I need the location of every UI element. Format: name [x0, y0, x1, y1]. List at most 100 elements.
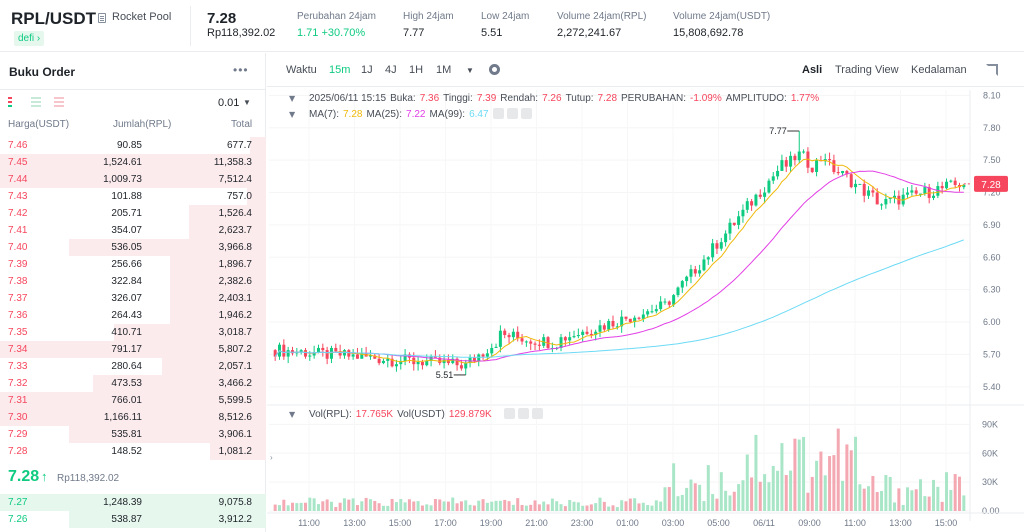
ask-row[interactable]: 7.43 101.88 757.0 [0, 188, 266, 205]
candle-body [433, 356, 437, 358]
ask-row[interactable]: 7.33 280.64 2,057.1 [0, 358, 266, 375]
vol-tick-label: 60K [982, 448, 998, 458]
volume-bar [789, 470, 793, 511]
category-tag[interactable]: defi › [14, 31, 45, 46]
ask-row[interactable]: 7.35 410.71 3,018.7 [0, 324, 266, 341]
view-depth[interactable]: Kedalaman [911, 64, 967, 76]
legend-toggle-icon [532, 408, 543, 419]
volume-bar [338, 502, 342, 511]
ask-row[interactable]: 7.36 264.43 1,946.2 [0, 307, 266, 324]
candle-body [689, 269, 693, 277]
ask-row[interactable]: 7.46 90.85 677.7 [0, 137, 266, 154]
volume-bar [399, 498, 403, 511]
legend-item: Buka: [390, 93, 416, 104]
candle-body [776, 170, 780, 177]
volume-bar [845, 444, 849, 511]
volume-bar [711, 494, 715, 511]
ask-row[interactable]: 7.32 473.53 3,466.2 [0, 375, 266, 392]
both-sides-view-icon[interactable] [8, 97, 18, 107]
bid-row[interactable]: 7.27 1,248.39 9,075.8 [0, 494, 266, 511]
volume-bar [364, 497, 368, 511]
more-icon[interactable]: ••• [233, 63, 249, 77]
candle-body [373, 355, 377, 359]
ask-row[interactable]: 7.40 536.05 3,966.8 [0, 239, 266, 256]
fullscreen-icon[interactable] [986, 64, 998, 76]
vol-tick-label: 90K [982, 419, 998, 429]
chart-toolbar: Waktu 15m 1J 4J 1H 1M ▼ Asli Trading Vie… [267, 53, 1024, 87]
x-tick-label: 15:00 [389, 518, 412, 528]
pair-symbol[interactable]: RPL/USDT [11, 9, 96, 28]
depth-bar [69, 239, 266, 256]
bids-view-icon[interactable] [31, 97, 41, 107]
ask-row[interactable]: 7.34 791.17 5,807.2 [0, 341, 266, 358]
x-tick-label: 15:00 [935, 518, 958, 528]
candle-body [854, 183, 858, 188]
ask-price: 7.29 [8, 429, 28, 440]
volume-bar [771, 465, 775, 511]
candle-body [867, 190, 871, 196]
ask-row[interactable]: 7.42 205.71 1,526.4 [0, 205, 266, 222]
y-tick-label: 7.80 [983, 123, 1001, 133]
ask-row[interactable]: 7.29 535.81 3,906.1 [0, 426, 266, 443]
chevron-down-icon[interactable]: ▼ [243, 98, 251, 107]
gear-icon[interactable] [489, 64, 500, 75]
ask-row[interactable]: 7.38 322.84 2,382.6 [0, 273, 266, 290]
ask-row[interactable]: 7.41 354.07 2,623.7 [0, 222, 266, 239]
mid-price[interactable]: 7.28 [8, 468, 40, 485]
asks-view-icon[interactable] [54, 97, 64, 107]
legend-item: AMPLITUDO: [726, 93, 787, 104]
ask-row[interactable]: 7.30 1,166.11 8,512.6 [0, 409, 266, 426]
depth-bar [114, 324, 266, 341]
interval-1m[interactable]: 1M [436, 64, 452, 76]
precision-select[interactable]: 0.01 [218, 97, 240, 109]
pair-name[interactable]: Rocket Pool [112, 11, 172, 23]
view-original[interactable]: Asli [802, 64, 823, 76]
candle-body [481, 354, 485, 357]
ask-price: 7.28 [8, 446, 28, 457]
document-icon[interactable] [98, 13, 106, 23]
ask-row[interactable]: 7.37 326.07 2,403.1 [0, 290, 266, 307]
depth-bar [69, 426, 266, 443]
chevron-right-icon[interactable]: › [270, 453, 273, 462]
volume-bar [667, 487, 671, 511]
chevron-down-icon[interactable]: ▼ [466, 66, 474, 75]
candle-body [464, 363, 468, 369]
price-chart[interactable]: Waktu 15m 1J 4J 1H 1M ▼ Asli Trading Vie… [267, 53, 1024, 532]
candle-body [815, 160, 819, 173]
interval-1d[interactable]: 1H [409, 64, 424, 76]
interval-1h[interactable]: 1J [361, 64, 373, 76]
divider [0, 89, 266, 90]
candlestick-chart[interactable]: 8.10 7.80 7.50 7.20 6.90 6.60 6.30 6.00 5.70 5.40… [267, 53, 1024, 532]
bid-row[interactable]: 7.26 538.87 3,912.2 [0, 511, 266, 528]
candle-body [637, 317, 641, 319]
candle-body [650, 311, 654, 313]
candle-body [836, 172, 840, 174]
volume-bar [680, 494, 684, 511]
candle-body [498, 330, 502, 347]
time-label[interactable]: Waktu [286, 64, 317, 76]
volume-bar [633, 498, 637, 511]
ask-row[interactable]: 7.44 1,009.73 7,512.4 [0, 171, 266, 188]
candle-body [312, 352, 316, 356]
depth-bar [170, 290, 266, 307]
ask-row[interactable]: 7.28 148.52 1,081.2 [0, 443, 266, 460]
interval-15m[interactable]: 15m [329, 64, 351, 76]
stat-label: High 24jam [403, 11, 454, 22]
candle-body [507, 335, 511, 338]
candle-body [797, 151, 801, 161]
volume-bar [290, 502, 294, 511]
candle-body [858, 183, 862, 185]
volume-bar [715, 498, 719, 511]
volume-bar [724, 490, 728, 511]
candle-body [351, 354, 355, 357]
volume-bar [719, 472, 723, 511]
bid-price: 7.27 [8, 497, 28, 508]
candle-body [429, 356, 433, 361]
ask-row[interactable]: 7.31 766.01 5,599.5 [0, 392, 266, 409]
ask-row[interactable]: 7.39 256.66 1,896.7 [0, 256, 266, 273]
interval-4h[interactable]: 4J [385, 64, 397, 76]
ask-row[interactable]: 7.45 1,524.61 11,358.3 [0, 154, 266, 171]
candle-body [672, 295, 676, 305]
volume-bar [537, 504, 541, 511]
view-tradingview[interactable]: Trading View [835, 64, 899, 76]
